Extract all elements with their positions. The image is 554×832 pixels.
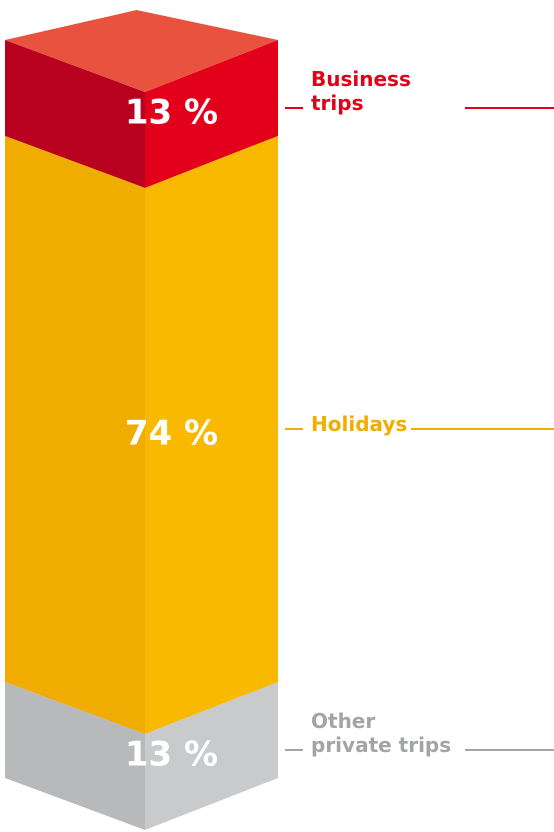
bar-left-face bbox=[5, 682, 145, 830]
legend-label: Business trips bbox=[311, 66, 411, 115]
leader-line bbox=[285, 749, 303, 752]
bar-left-face bbox=[5, 40, 145, 188]
legend-label: Holidays bbox=[311, 412, 408, 436]
leader-line bbox=[465, 106, 554, 109]
leader-line bbox=[411, 428, 554, 430]
data-label: 13 % bbox=[125, 92, 218, 132]
bar-top-face bbox=[5, 10, 278, 92]
data-label: 13 % bbox=[125, 735, 218, 775]
legend-entry: Holidays bbox=[285, 412, 554, 436]
bar-right-face bbox=[145, 40, 278, 188]
bar-right-face bbox=[145, 682, 278, 830]
leader-line bbox=[465, 749, 554, 752]
leader-line bbox=[285, 106, 303, 109]
leader-line bbox=[285, 428, 303, 430]
data-label: 74 % bbox=[125, 414, 218, 454]
bar-right-face bbox=[145, 135, 278, 735]
bar-left-face bbox=[5, 135, 145, 735]
legend-entry: Business trips bbox=[285, 67, 554, 115]
legend-label: Other private trips bbox=[311, 709, 452, 758]
legend-entry: Other private trips bbox=[285, 709, 554, 757]
